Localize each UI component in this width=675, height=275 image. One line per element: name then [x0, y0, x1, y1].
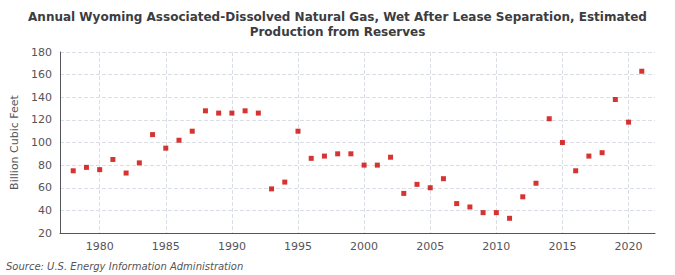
svg-text:2015: 2015: [548, 240, 576, 253]
svg-text:1995: 1995: [284, 240, 312, 253]
svg-text:120: 120: [31, 113, 52, 126]
svg-text:2000: 2000: [350, 240, 378, 253]
svg-text:Annual Wyoming Associated-Diss: Annual Wyoming Associated-Dissolved Natu…: [28, 10, 647, 24]
svg-text:1980: 1980: [86, 240, 114, 253]
svg-text:140: 140: [31, 91, 52, 104]
svg-text:100: 100: [31, 136, 52, 149]
svg-text:2010: 2010: [482, 240, 510, 253]
svg-text:2005: 2005: [416, 240, 444, 253]
svg-text:Production from Reserves: Production from Reserves: [250, 25, 426, 39]
svg-text:2020: 2020: [615, 240, 643, 253]
svg-text:1985: 1985: [152, 240, 180, 253]
svg-text:160: 160: [31, 68, 52, 81]
svg-text:80: 80: [38, 159, 52, 172]
svg-text:60: 60: [38, 181, 52, 194]
svg-text:180: 180: [31, 46, 52, 59]
svg-text:20: 20: [38, 227, 52, 240]
svg-text:Source: U.S. Energy Informatio: Source: U.S. Energy Information Administ…: [6, 261, 243, 272]
svg-text:Billion Cubic Feet: Billion Cubic Feet: [8, 94, 21, 189]
svg-text:1990: 1990: [218, 240, 246, 253]
svg-text:40: 40: [38, 204, 52, 217]
